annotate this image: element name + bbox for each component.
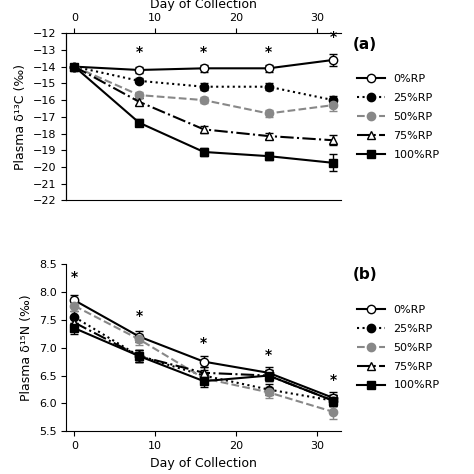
Text: *: *: [265, 45, 272, 59]
Text: *: *: [329, 30, 337, 44]
Y-axis label: Plasma δ¹³C (‰): Plasma δ¹³C (‰): [15, 64, 27, 170]
Text: *: *: [136, 309, 143, 323]
Y-axis label: Plasma δ¹⁵N (‰): Plasma δ¹⁵N (‰): [20, 294, 33, 401]
Legend: 0%RP, 25%RP, 50%RP, 75%RP, 100%RP: 0%RP, 25%RP, 50%RP, 75%RP, 100%RP: [352, 301, 444, 395]
X-axis label: Day of Collection: Day of Collection: [150, 456, 257, 470]
Text: *: *: [71, 270, 78, 283]
Text: (a): (a): [352, 36, 376, 52]
Text: *: *: [265, 347, 272, 362]
Text: *: *: [200, 337, 208, 350]
Legend: 0%RP, 25%RP, 50%RP, 75%RP, 100%RP: 0%RP, 25%RP, 50%RP, 75%RP, 100%RP: [352, 70, 444, 164]
X-axis label: Day of Collection: Day of Collection: [150, 0, 257, 11]
Text: *: *: [329, 373, 337, 387]
Text: *: *: [200, 45, 208, 59]
Text: *: *: [136, 45, 143, 59]
Text: (b): (b): [352, 267, 377, 283]
